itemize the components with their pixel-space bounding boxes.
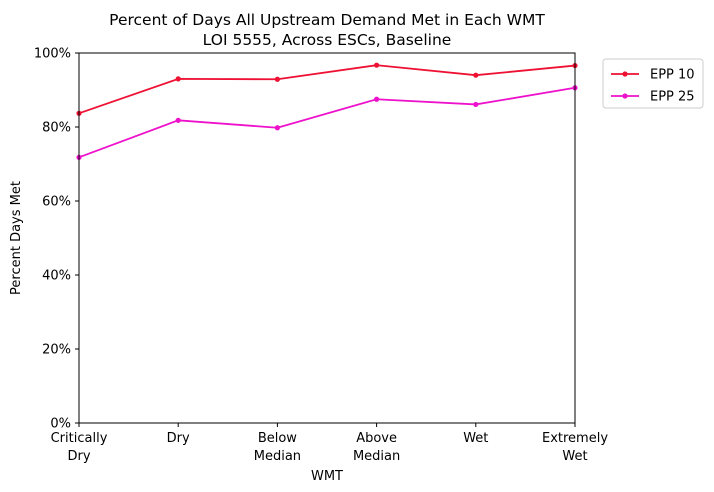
legend-marker bbox=[622, 93, 628, 99]
y-tick-label: 80% bbox=[42, 121, 71, 136]
x-tick-label: Above bbox=[356, 431, 397, 446]
data-point bbox=[473, 72, 479, 78]
data-point bbox=[175, 76, 181, 82]
data-point bbox=[274, 125, 280, 131]
y-tick-label: 100% bbox=[34, 47, 71, 62]
y-axis-label: Percent Days Met bbox=[9, 181, 24, 295]
x-tick-label: Extremely bbox=[542, 431, 608, 446]
data-point bbox=[374, 62, 380, 68]
chart-subtitle: LOI 5555, Across ESCs, Baseline bbox=[203, 31, 452, 49]
y-axis-ticks: 0% 20% 40% 60% 80% 100% bbox=[34, 47, 79, 432]
y-tick-label: 60% bbox=[42, 195, 71, 210]
x-tick-label: Wet bbox=[463, 431, 488, 446]
x-tick-label: Median bbox=[254, 449, 301, 464]
x-tick-label: Dry bbox=[67, 449, 90, 464]
data-point bbox=[274, 76, 280, 82]
legend-marker bbox=[622, 71, 628, 77]
x-tick-label: Below bbox=[258, 431, 297, 446]
data-point bbox=[175, 117, 181, 123]
legend-label: EPP 25 bbox=[650, 90, 695, 105]
x-tick-label: Dry bbox=[167, 431, 190, 446]
legend: EPP 10 EPP 25 bbox=[602, 58, 704, 109]
series-line bbox=[78, 64, 576, 115]
x-tick-label: Critically bbox=[51, 431, 108, 446]
y-tick-label: 0% bbox=[50, 417, 71, 432]
y-tick-label: 20% bbox=[42, 343, 71, 358]
series-line bbox=[78, 86, 576, 159]
legend-label: EPP 10 bbox=[650, 68, 695, 83]
x-axis-label: WMT bbox=[311, 469, 343, 484]
data-point bbox=[473, 101, 479, 108]
data-point bbox=[374, 96, 380, 102]
plot-frame bbox=[78, 52, 576, 424]
chart-title: Percent of Days All Upstream Demand Met … bbox=[109, 11, 545, 29]
series-layer bbox=[76, 62, 578, 160]
x-axis-ticks: Critically Dry Dry Below Median Above Median We… bbox=[51, 423, 608, 464]
x-tick-label: Median bbox=[353, 449, 400, 464]
y-tick-label: 40% bbox=[42, 269, 71, 284]
x-tick-label: Wet bbox=[562, 449, 587, 464]
